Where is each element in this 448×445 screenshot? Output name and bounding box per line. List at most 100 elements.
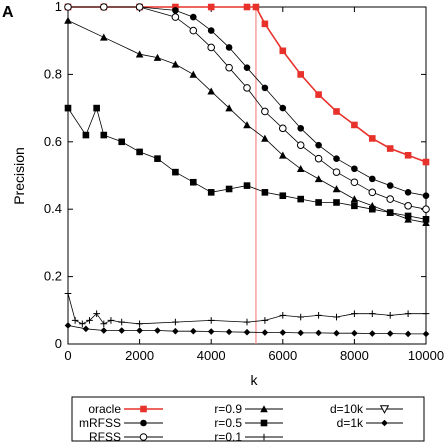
point-d1k <box>225 328 233 336</box>
point-d1k <box>190 327 197 335</box>
point-RFSS <box>261 107 269 116</box>
x-tick-label: 0 <box>64 348 71 363</box>
point-r09 <box>350 195 359 203</box>
point-oracle <box>172 3 179 11</box>
point-r05 <box>297 195 304 203</box>
point-d1k <box>136 327 143 334</box>
point-r09 <box>153 53 162 61</box>
point-r09 <box>64 16 72 24</box>
point-oracle <box>261 20 269 28</box>
point-r01 <box>243 318 251 326</box>
legend-marker <box>381 419 388 427</box>
legend-label: mRFSS <box>79 416 121 430</box>
y-tick-label: 0 <box>55 336 62 351</box>
point-r05 <box>243 182 251 189</box>
legend-label: d=10k <box>330 402 364 416</box>
point-r05 <box>172 168 179 176</box>
point-oracle <box>386 145 394 152</box>
y-axis-title: Precision <box>11 147 27 205</box>
point-d1k <box>279 329 287 336</box>
y-tick-label: 0.4 <box>44 201 62 216</box>
point-r09 <box>207 87 215 95</box>
point-r01 <box>100 320 108 328</box>
point-r09 <box>314 175 323 183</box>
legend-marker <box>140 405 147 413</box>
point-r09 <box>296 164 305 173</box>
point-r05 <box>279 192 287 200</box>
point-r09 <box>189 70 198 78</box>
legend-label: r=0.9 <box>214 402 242 416</box>
point-RFSS <box>100 3 108 11</box>
point-r05 <box>100 131 108 139</box>
point-oracle <box>243 3 251 11</box>
point-mRFSS <box>422 192 430 200</box>
x-axis-title: k <box>251 372 259 388</box>
point-oracle <box>333 108 340 115</box>
point-oracle <box>404 151 412 159</box>
point-oracle <box>351 121 358 129</box>
y-tick-label: 1 <box>55 0 62 14</box>
point-RFSS <box>64 3 72 11</box>
series-line-mRFSS <box>68 6 427 197</box>
point-RFSS <box>332 168 341 176</box>
legend-marker <box>379 405 390 414</box>
point-mRFSS <box>315 141 322 149</box>
point-mRFSS <box>261 84 269 92</box>
point-r05 <box>225 185 233 193</box>
point-r01 <box>369 310 376 317</box>
legend-marker <box>260 433 268 441</box>
point-r09 <box>332 185 341 193</box>
point-r05 <box>333 199 340 206</box>
point-r05 <box>154 155 161 162</box>
point-r01 <box>279 312 287 319</box>
point-d1k <box>154 327 161 334</box>
point-r05 <box>261 189 269 196</box>
point-r05 <box>404 212 412 220</box>
point-d1k <box>172 327 179 335</box>
point-oracle <box>207 3 215 11</box>
panel-label: A <box>2 4 14 21</box>
point-mRFSS <box>243 64 251 71</box>
point-oracle <box>315 91 322 98</box>
point-oracle <box>422 158 430 166</box>
series-line-r01 <box>67 293 426 325</box>
point-r05 <box>64 104 72 112</box>
point-r01 <box>86 317 93 324</box>
legend-marker <box>139 433 148 441</box>
legend-label: RFSS <box>89 430 121 444</box>
point-oracle <box>252 3 260 11</box>
point-mRFSS <box>404 189 412 196</box>
point-r01 <box>351 310 358 317</box>
point-r05 <box>190 178 197 186</box>
point-r09 <box>100 33 108 41</box>
point-RFSS <box>404 202 412 210</box>
point-r09 <box>225 104 233 112</box>
point-RFSS <box>296 141 305 149</box>
point-oracle <box>369 135 376 142</box>
point-r05 <box>422 216 430 223</box>
point-r01 <box>71 317 79 324</box>
y-tick-label: 0.8 <box>44 66 62 81</box>
point-r01 <box>118 318 125 326</box>
point-r01 <box>315 312 322 319</box>
point-r01 <box>79 320 86 328</box>
point-r05 <box>93 104 100 112</box>
point-oracle <box>279 47 287 55</box>
point-r05 <box>136 148 143 156</box>
point-r05 <box>386 209 394 216</box>
point-r09 <box>279 151 287 159</box>
point-RFSS <box>314 154 323 163</box>
point-r09 <box>261 134 269 142</box>
point-r01 <box>297 313 304 321</box>
legend-label: r=0.5 <box>214 416 242 430</box>
point-d1k <box>64 322 72 329</box>
point-d1k <box>261 329 269 336</box>
point-mRFSS <box>225 44 233 51</box>
y-tick-label: 0.2 <box>44 269 62 284</box>
plot-area: 0 2000 4000 6000 8000 10000 0 0.2 0.4 0.6 0.8 1 <box>44 0 444 363</box>
point-r05 <box>315 199 322 206</box>
point-d1k <box>369 330 376 337</box>
point-d1k <box>118 327 125 334</box>
